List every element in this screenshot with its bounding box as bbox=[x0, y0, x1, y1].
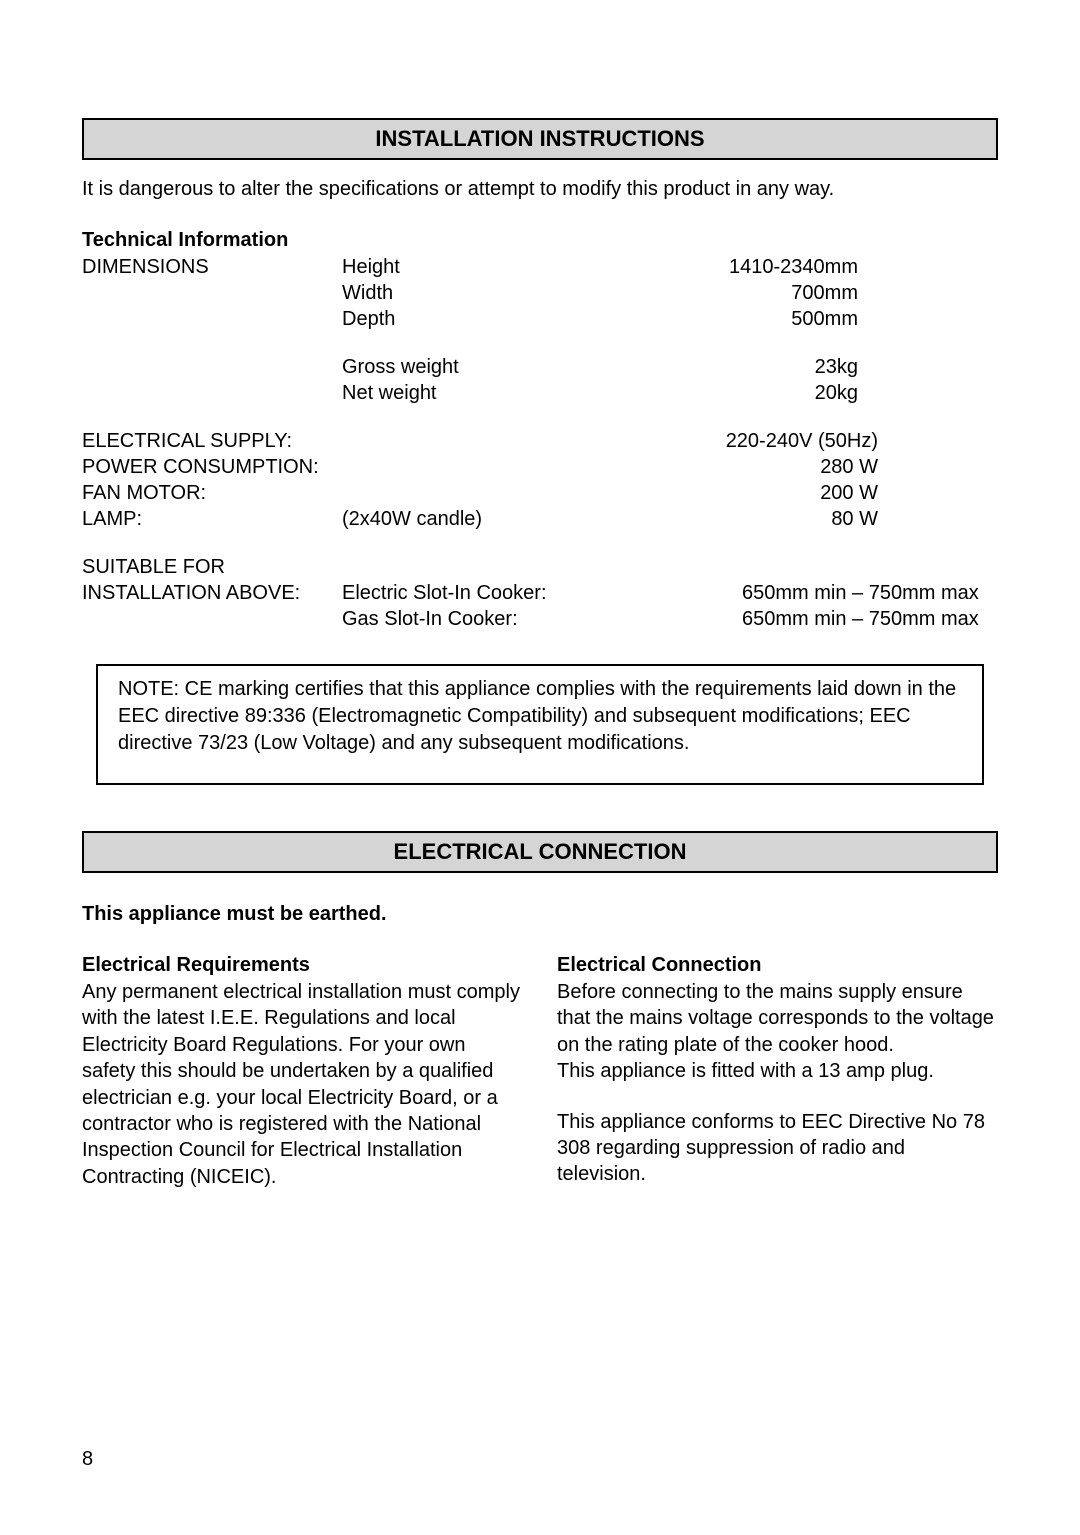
spec-value: 23kg bbox=[672, 354, 998, 380]
spec-row: Width 700mm bbox=[82, 280, 998, 306]
spec-value: 280 W bbox=[672, 454, 998, 480]
spec-mid: (2x40W candle) bbox=[342, 506, 672, 532]
spec-key: Gross weight bbox=[342, 354, 672, 380]
electrical-connection-heading: Electrical Connection bbox=[557, 954, 998, 977]
spec-value: 80 W bbox=[672, 506, 998, 532]
spec-row: Depth 500mm bbox=[82, 306, 998, 332]
spec-row: Net weight 20kg bbox=[82, 380, 998, 406]
spec-row: INSTALLATION ABOVE: Electric Slot-In Coo… bbox=[82, 580, 998, 606]
spec-row: FAN MOTOR: 200 W bbox=[82, 480, 998, 506]
spec-value: 500mm bbox=[672, 306, 998, 332]
two-column-layout: Electrical Requirements Any permanent el… bbox=[82, 954, 998, 1190]
spec-label: POWER CONSUMPTION: bbox=[82, 454, 342, 480]
spec-value: 200 W bbox=[672, 480, 998, 506]
spec-label: FAN MOTOR: bbox=[82, 480, 342, 506]
dimensions-label: DIMENSIONS bbox=[82, 254, 342, 280]
page-number: 8 bbox=[82, 1448, 93, 1471]
spec-key: Depth bbox=[342, 306, 672, 332]
spec-value: 650mm min – 750mm max bbox=[672, 580, 998, 606]
suitable-block: SUITABLE FOR INSTALLATION ABOVE: Electri… bbox=[82, 554, 998, 632]
spec-value: 220-240V (50Hz) bbox=[672, 428, 998, 454]
spec-row: POWER CONSUMPTION: 280 W bbox=[82, 454, 998, 480]
electrical-requirements-body: Any permanent electrical installation mu… bbox=[82, 979, 523, 1190]
weight-block: Gross weight 23kg Net weight 20kg bbox=[82, 354, 998, 406]
electrical-connection-body-2: This appliance is fitted with a 13 amp p… bbox=[557, 1058, 998, 1084]
electrical-connection-body-1: Before connecting to the mains supply en… bbox=[557, 979, 998, 1058]
spec-key: Width bbox=[342, 280, 672, 306]
spec-row: Gross weight 23kg bbox=[82, 354, 998, 380]
spec-row: ELECTRICAL SUPPLY: 220-240V (50Hz) bbox=[82, 428, 998, 454]
right-column: Electrical Connection Before connecting … bbox=[557, 954, 998, 1190]
note-text: NOTE: CE marking certifies that this app… bbox=[118, 678, 956, 754]
spec-mid bbox=[342, 428, 672, 454]
suitable-label: INSTALLATION ABOVE: bbox=[82, 580, 342, 606]
intro-text: It is dangerous to alter the specificati… bbox=[82, 178, 998, 201]
earthed-warning: This appliance must be earthed. bbox=[82, 903, 998, 926]
spec-label: ELECTRICAL SUPPLY: bbox=[82, 428, 342, 454]
section-header-electrical-connection: ELECTRICAL CONNECTION bbox=[82, 831, 998, 873]
electrical-block: ELECTRICAL SUPPLY: 220-240V (50Hz) POWER… bbox=[82, 428, 998, 532]
spec-row: DIMENSIONS Height 1410-2340mm bbox=[82, 254, 998, 280]
dimensions-block: DIMENSIONS Height 1410-2340mm Width 700m… bbox=[82, 254, 998, 332]
spec-row: SUITABLE FOR bbox=[82, 554, 998, 580]
spec-key: Net weight bbox=[342, 380, 672, 406]
spec-value: 1410-2340mm bbox=[672, 254, 998, 280]
spec-label: LAMP: bbox=[82, 506, 342, 532]
electrical-connection-body-3: This appliance conforms to EEC Directive… bbox=[557, 1109, 998, 1188]
suitable-head: SUITABLE FOR bbox=[82, 554, 342, 580]
spec-key: Gas Slot-In Cooker: bbox=[342, 606, 672, 632]
spec-mid bbox=[342, 480, 672, 506]
spec-value: 20kg bbox=[672, 380, 998, 406]
spec-row: Gas Slot-In Cooker: 650mm min – 750mm ma… bbox=[82, 606, 998, 632]
tech-info-heading: Technical Information bbox=[82, 229, 998, 252]
section-header-installation: INSTALLATION INSTRUCTIONS bbox=[82, 118, 998, 160]
spec-row: LAMP: (2x40W candle) 80 W bbox=[82, 506, 998, 532]
note-box: NOTE: CE marking certifies that this app… bbox=[96, 664, 984, 785]
spec-value: 650mm min – 750mm max bbox=[672, 606, 998, 632]
spec-mid bbox=[342, 454, 672, 480]
spec-key: Height bbox=[342, 254, 672, 280]
spec-value: 700mm bbox=[672, 280, 998, 306]
spec-key: Electric Slot-In Cooker: bbox=[342, 580, 672, 606]
left-column: Electrical Requirements Any permanent el… bbox=[82, 954, 523, 1190]
electrical-requirements-heading: Electrical Requirements bbox=[82, 954, 523, 977]
